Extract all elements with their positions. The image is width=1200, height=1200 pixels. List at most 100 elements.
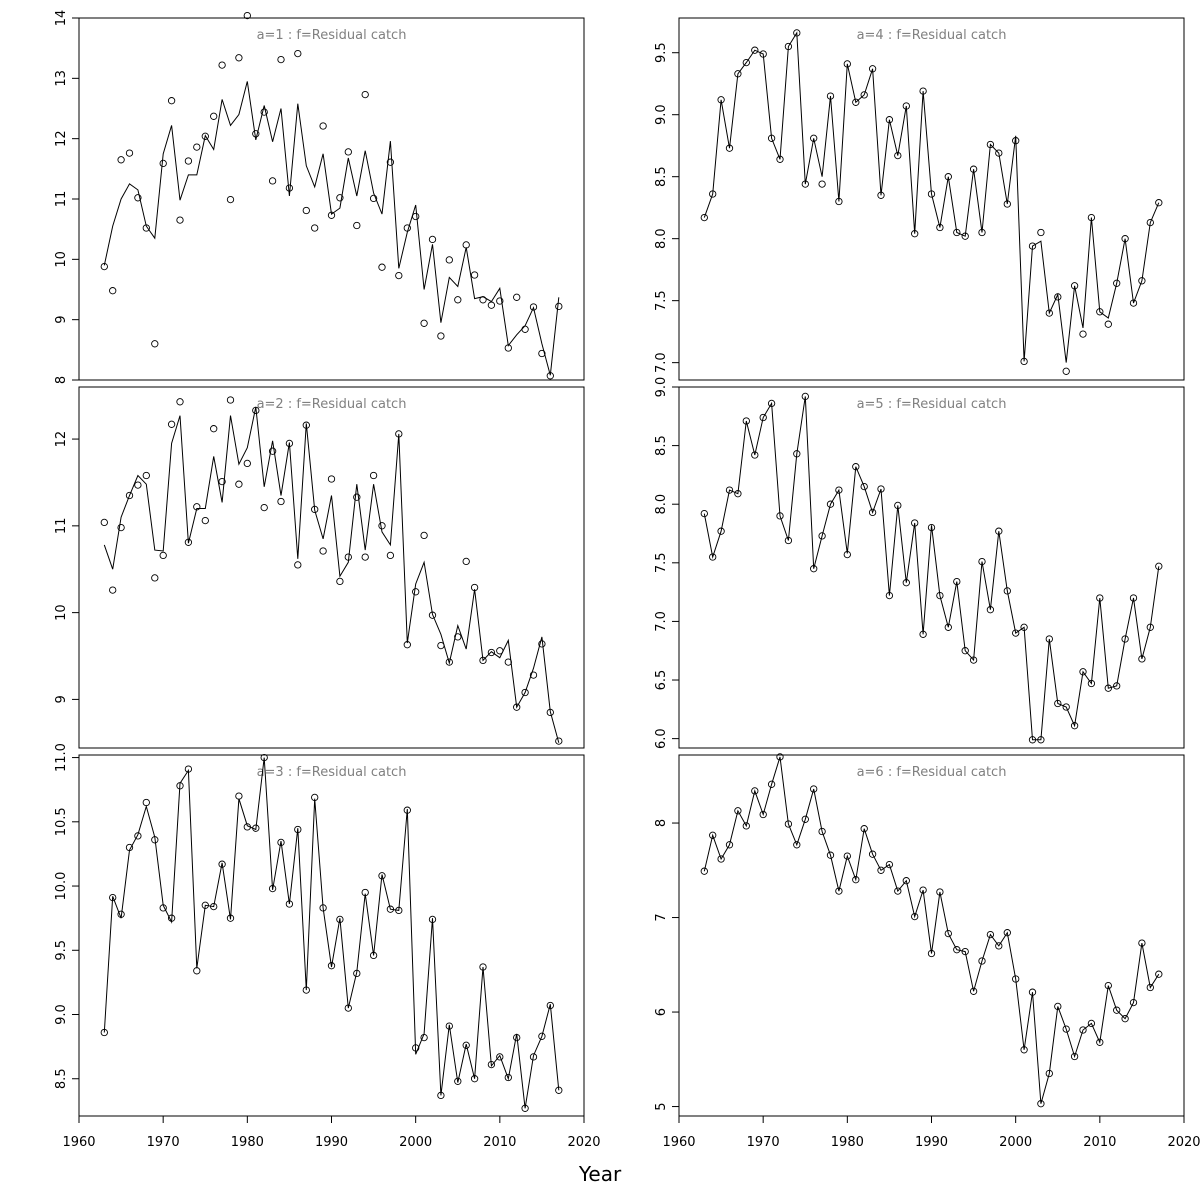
x-tick-label: 2020: [567, 1135, 600, 1150]
panel-a6-point: [1012, 975, 1020, 983]
panel-a1-y-tick-label: 9: [54, 316, 69, 324]
panel-a5-point: [902, 579, 910, 587]
panel-a2-point: [327, 475, 336, 483]
panel-a6-point: [953, 946, 961, 954]
panel-a2-point: [109, 586, 117, 594]
panel-a4-point: [1054, 293, 1062, 301]
panel-a6-point: [1045, 1069, 1053, 1078]
panel-a5-point: [1003, 587, 1011, 595]
panel-a3-point: [252, 824, 260, 832]
panel-a1-y-tick-label: 12: [54, 130, 69, 147]
panel-a6-point: [894, 887, 902, 895]
panel-a4-y-tick-label: 9.0: [654, 104, 669, 125]
panel-a5-point: [835, 486, 843, 494]
panel-a3-point: [243, 823, 251, 831]
panel-a4-point: [1028, 242, 1037, 250]
panel-a5-point: [927, 523, 936, 532]
panel-a1-point: [268, 177, 277, 185]
panel-a3-point: [504, 1073, 512, 1082]
panel-a5-point: [885, 591, 894, 600]
panel-a3-point: [277, 838, 285, 847]
panel-a5-point: [953, 577, 961, 586]
panel-a4-point: [995, 149, 1003, 157]
panel-a1-fitted-line: [103, 81, 560, 376]
panel-a6-point: [1087, 1019, 1096, 1028]
panel-a3-point: [100, 1028, 108, 1037]
panel-a1-y-tick-label: 8: [54, 376, 69, 384]
x-axis-col2: 1960 1970 1980 1990 2000 2010 2020: [662, 1115, 1200, 1150]
panel-a3-point: [260, 753, 268, 762]
panel-a3-point: [437, 1091, 445, 1100]
panel-a6-point: [759, 810, 767, 819]
panel-a1-point: [226, 195, 235, 204]
panel-a5-y-tick-label: 8.0: [654, 494, 669, 515]
panel-a2-point: [260, 503, 268, 512]
panel-a4-point: [1113, 279, 1121, 287]
x-axes-layer: 1960 1970 1980 1990 2000 2010 2020 1960 1970 1980…: [62, 1115, 1200, 1150]
panel-a1-point: [521, 325, 529, 333]
panel-a4-y-tick-label: 7.0: [654, 352, 669, 373]
panel-a4-point: [1045, 309, 1053, 317]
panel-a3-point: [167, 914, 176, 922]
panel-a5-point: [1054, 699, 1062, 708]
panel-a3-point: [226, 914, 235, 922]
panel-a1-point: [487, 301, 496, 309]
panel-a5-point: [742, 417, 750, 425]
panel-a1-point: [100, 262, 108, 271]
panel-a4-point: [877, 191, 885, 199]
panel-a4-point: [1087, 213, 1096, 222]
panel-a2-point: [210, 425, 218, 433]
panel-a2-point: [403, 641, 411, 649]
panel-a5-point: [1062, 703, 1070, 711]
panel-a3-point: [395, 906, 403, 915]
panel-a5-point: [1146, 623, 1154, 631]
panel-a1-point: [420, 319, 428, 327]
panel-a2-point: [277, 497, 285, 506]
panel-a3-point: [184, 765, 193, 773]
panel-a2-point: [285, 439, 294, 448]
panel-a1-point: [193, 143, 201, 151]
panel-a3-point: [353, 969, 361, 978]
panel-a1-point: [218, 61, 226, 69]
panel-a3-point: [546, 1001, 554, 1010]
panel-a5-point: [860, 482, 868, 491]
panel-a1-point: [437, 332, 445, 340]
panel-a2-point: [201, 516, 209, 525]
panel-a1-y-tick-label: 11: [54, 191, 69, 208]
panel-a6-point: [860, 825, 868, 833]
panel-a3-y-tick-label: 10.5: [54, 807, 69, 836]
panel-a1-point: [125, 149, 134, 157]
panel-a1-point: [201, 132, 209, 140]
panel-a2-point: [134, 481, 142, 489]
panel-a1-point: [513, 293, 521, 301]
panel-a1-point: [277, 55, 285, 64]
panel-a3-point: [555, 1086, 563, 1094]
panel-a6-point: [734, 807, 742, 815]
panel-a4-point: [961, 232, 969, 240]
panel-a1-point: [378, 263, 386, 271]
panel-a5-point: [919, 630, 927, 638]
panel-a3-frame: [78, 754, 585, 1117]
panel-a3-point: [403, 806, 411, 814]
panel-a1-point: [159, 159, 167, 168]
panel-a6-y-tick-label: 7: [654, 913, 669, 921]
panel-a1: a=1 : f=Residual catch 8 9 10 11 12 13 14: [54, 10, 585, 384]
panel-a5-point: [1129, 594, 1138, 602]
panel-a2-y-tick-label: 9: [54, 695, 69, 703]
figure-x-axis-label: Year: [578, 1162, 622, 1186]
panel-a2-point: [218, 477, 226, 486]
panel-a1-point: [529, 303, 538, 311]
panel-a1-point: [479, 296, 487, 304]
panel-a6-point: [936, 888, 944, 896]
panel-a6-point: [1054, 1002, 1062, 1011]
panel-a6-point: [776, 753, 784, 761]
panel-a4-point: [1146, 218, 1154, 227]
panel-a5-point: [801, 392, 809, 401]
panel-a6-point: [709, 831, 717, 839]
panel-a1-point: [470, 271, 479, 279]
panel-a4-point: [936, 223, 944, 232]
panel-a6-point: [1104, 981, 1112, 990]
panel-a2-point: [294, 561, 302, 569]
panel-a3-point: [462, 1041, 470, 1049]
